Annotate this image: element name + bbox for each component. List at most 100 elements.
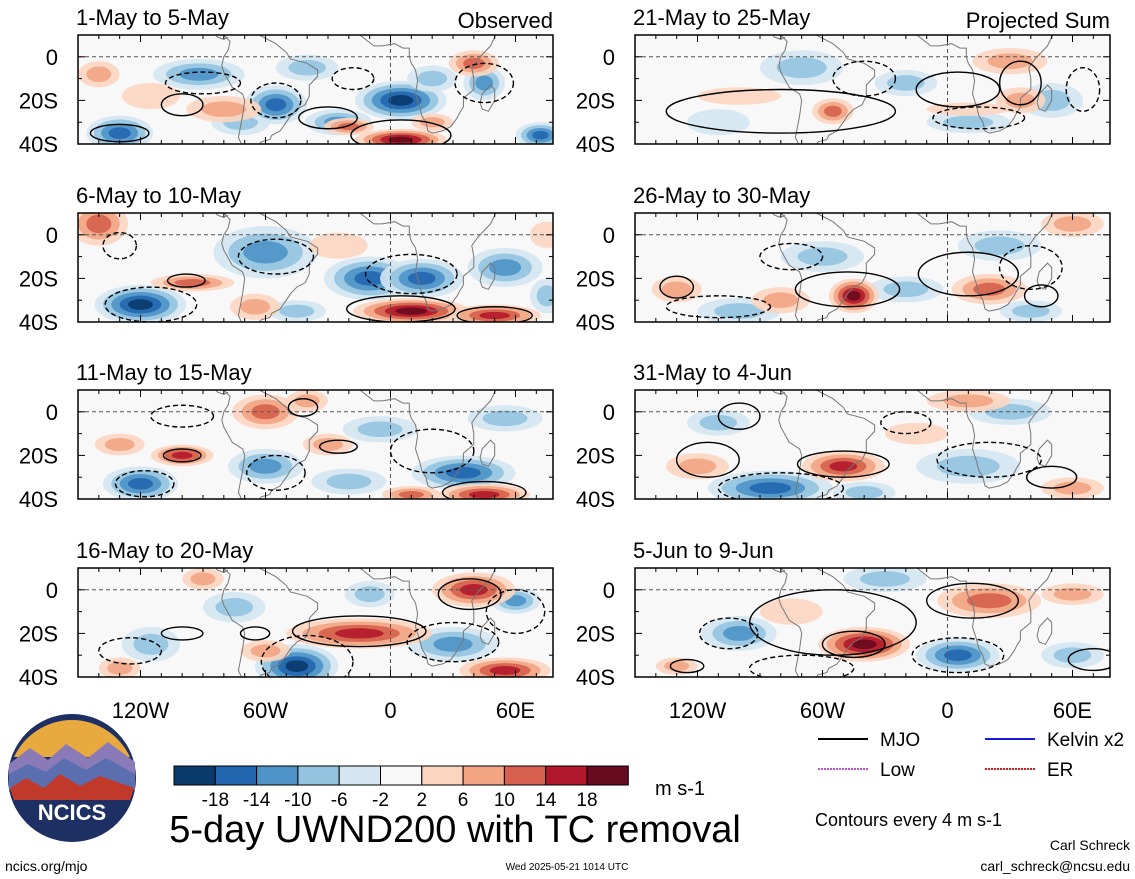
anomaly-shade <box>417 70 448 87</box>
panel-frame <box>77 389 554 500</box>
shaded-field <box>635 213 1110 322</box>
anomaly-shade <box>388 136 414 143</box>
anomaly-shade <box>846 291 861 301</box>
mjo-contour-positive <box>796 450 890 478</box>
anomaly-shade <box>251 404 280 420</box>
map-panel: 0 20S 40S 21-May to 25-May Projected Sum <box>576 5 1111 157</box>
anomaly-shade <box>285 660 309 672</box>
mjo-contour-positive <box>675 441 740 478</box>
anomaly-shade <box>240 298 271 315</box>
footer-email[interactable]: carl_schreck@ncsu.edu <box>980 858 1130 874</box>
legend: MJO Kelvin x2 Low ER Contours every 4 m … <box>815 730 1124 830</box>
mjo-contour-negative <box>932 106 1026 130</box>
coastline <box>1036 84 1053 112</box>
anomaly-shade <box>388 95 414 106</box>
legend-label-low: Low <box>880 760 915 781</box>
anomaly-shade <box>86 214 112 234</box>
coastline <box>221 568 319 677</box>
map-panel: 0 20S 40S 11-May to 15-May <box>19 360 554 512</box>
anomaly-shade <box>1053 647 1092 663</box>
mjo-contour-positive <box>917 251 1020 297</box>
colorbar-tick-label: 2 <box>417 790 428 811</box>
shaded-field <box>635 390 1110 499</box>
anomaly-shade <box>1053 216 1092 232</box>
colorbar-swatch <box>297 765 340 786</box>
colorbar-swatch <box>503 765 547 786</box>
shaded-field <box>78 568 553 677</box>
anomaly-shade <box>250 644 281 658</box>
panel-title: 11-May to 15-May <box>76 360 252 385</box>
mjo-contour-positive <box>437 578 502 611</box>
mjo-contour-positive <box>160 93 204 117</box>
coastline <box>778 390 876 499</box>
y-tick-label: 0 <box>603 45 615 70</box>
mjo-contour-positive <box>1023 284 1059 308</box>
anomaly-shade <box>201 101 247 117</box>
y-tick-label: 0 <box>46 400 58 425</box>
mjo-contour-negative <box>102 231 138 260</box>
y-tick-label: 0 <box>603 400 615 425</box>
coastline <box>1036 262 1053 290</box>
anomaly-shade <box>354 271 385 286</box>
panels: 0 20S 40S 1-May to 5-May Observed 0 20S 40S 6-Ma… <box>19 5 1111 690</box>
anomaly-shade <box>482 410 528 427</box>
y-tick-label: 0 <box>603 578 615 603</box>
units-label: m s-1 <box>655 778 705 800</box>
coastline <box>1036 617 1053 645</box>
mjo-contour-positive <box>794 271 901 308</box>
mjo-contour-negative <box>454 62 515 104</box>
coastline <box>1036 439 1053 467</box>
y-tick-label: 20S <box>19 621 58 646</box>
x-tick-label: 60W <box>243 698 288 723</box>
coastline <box>359 390 497 489</box>
mjo-contour-positive <box>162 448 202 463</box>
mjo-contour-negative <box>98 637 163 665</box>
legend-label-er: ER <box>1047 760 1073 781</box>
mjo-contour-positive <box>160 626 204 641</box>
mjo-contour-positive <box>318 439 358 454</box>
coastline <box>221 35 319 144</box>
y-tick-label: 0 <box>603 223 615 248</box>
anomaly-shade <box>763 292 799 309</box>
anomaly-shade <box>664 660 690 672</box>
coastline <box>778 568 876 677</box>
anomaly-shade <box>398 490 424 499</box>
anomaly-shade <box>1053 481 1092 495</box>
mjo-contour-negative <box>880 411 932 435</box>
anomaly-shade <box>468 491 500 499</box>
coastline <box>778 35 876 144</box>
anomaly-shade <box>714 303 765 319</box>
anomaly-shade <box>845 485 883 499</box>
anomaly-shade <box>338 122 360 131</box>
anomaly-shade <box>354 586 385 602</box>
colorbar-swatch <box>256 765 299 786</box>
anomaly-shade <box>1012 304 1050 318</box>
panel-title: 5-Jun to 9-Jun <box>633 538 774 563</box>
mjo-contour-positive <box>659 275 695 299</box>
mjo-contour-negative <box>114 469 175 498</box>
anomaly-shade <box>133 633 169 655</box>
coastline <box>771 213 786 218</box>
mjo-contour-negative <box>150 404 215 428</box>
y-tick-label: 40S <box>19 132 58 157</box>
anomaly-shade <box>937 455 1000 477</box>
anomaly-shade <box>489 666 521 675</box>
footer-site[interactable]: ncics.org/mjo <box>5 858 88 874</box>
y-tick-label: 20S <box>576 266 615 291</box>
map-panel: 0 20S 40S 26-May to 30-May <box>576 183 1111 335</box>
x-tick-label: 60E <box>1053 698 1092 723</box>
map-panel: 0 20S 40S 16-May to 20-May <box>19 538 554 690</box>
logo-text: NCICS <box>38 800 106 825</box>
anomaly-shade <box>128 477 153 490</box>
colorbar-swatch <box>545 765 588 786</box>
shaded-field <box>635 568 1110 677</box>
anomaly-shade <box>294 394 320 408</box>
shaded-field <box>78 390 553 499</box>
mjo-contour-negative <box>389 428 475 474</box>
y-tick-label: 20S <box>19 443 58 468</box>
anomaly-shade <box>661 281 692 298</box>
y-tick-label: 20S <box>576 621 615 646</box>
mjo-contour-positive <box>441 480 527 499</box>
y-tick-label: 20S <box>19 266 58 291</box>
panel-frame <box>634 212 1111 323</box>
